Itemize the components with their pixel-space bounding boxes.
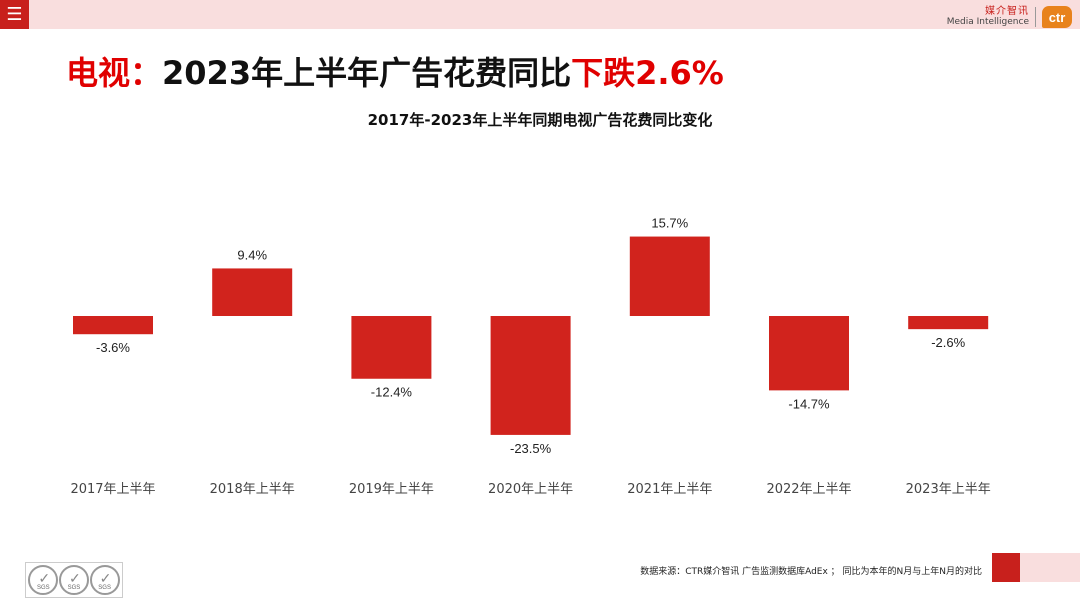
bar-2019年上半年 (351, 316, 432, 379)
certification-seals: SGS SGS SGS (25, 562, 123, 598)
bar-2017年上半年 (73, 316, 153, 335)
headline-main: 2023年上半年广告花费同比 (162, 54, 572, 92)
logo-cn: 媒介智讯 (985, 6, 1029, 18)
data-label: -14.7% (788, 396, 830, 411)
data-label: 9.4% (237, 247, 267, 262)
x-tick-label: 2017年上半年 (70, 482, 155, 497)
x-tick-label: 2022年上半年 (766, 482, 851, 497)
headline-highlight: 下跌2.6% (571, 54, 724, 92)
logo-en: Media Intelligence (946, 16, 1029, 27)
x-tick-label: 2019年上半年 (349, 482, 434, 497)
bar-chart: -3.6% 2017年上半年 9.4% 2018年上半年 -12.4% 2019年上半年 -… (70, 216, 991, 497)
data-label: -2.6% (931, 335, 965, 350)
bar-2023年上半年 (908, 316, 989, 330)
headline-prefix: 电视： (66, 54, 163, 92)
sgs-seal-icon: SGS (89, 565, 120, 595)
top-band (0, 0, 1080, 29)
footer-red-block (992, 553, 1020, 582)
data-label: -3.6% (96, 340, 130, 355)
data-label: 15.7% (651, 216, 688, 231)
x-tick-label: 2018年上半年 (210, 482, 295, 497)
sgs-seal-icon: SGS (58, 565, 89, 595)
menu-icon[interactable]: ☰ (0, 0, 29, 29)
x-tick-label: 2023年上半年 (906, 482, 991, 497)
bar-2021年上半年 (629, 236, 710, 316)
x-tick-label: 2021年上半年 (627, 482, 712, 497)
chart-title: 2017年-2023年上半年同期电视广告花费同比变化 (367, 111, 713, 129)
bar-2018年上半年 (212, 268, 293, 316)
data-source-note: 数据来源：CTR媒介智讯 广告监测数据库AdEx ； 同比为本年的N月与上年N月… (640, 567, 982, 577)
ctr-logo: 媒介智讯 Media Intelligence ctr (947, 4, 1072, 30)
x-tick-label: 2020年上半年 (488, 482, 573, 497)
bar-2022年上半年 (769, 316, 849, 391)
logo-divider (1035, 7, 1036, 27)
data-label: -12.4% (371, 385, 413, 400)
page-title: 电视：2023年上半年广告花费同比下跌2.6% (66, 48, 724, 94)
data-label: -23.5% (510, 441, 552, 456)
logo-text: 媒介智讯 Media Intelligence (947, 7, 1029, 27)
ctr-logo-icon: ctr (1042, 6, 1072, 28)
sgs-seal-icon: SGS (28, 565, 59, 595)
bar-2020年上半年 (490, 316, 571, 435)
footer-band (1020, 553, 1080, 582)
